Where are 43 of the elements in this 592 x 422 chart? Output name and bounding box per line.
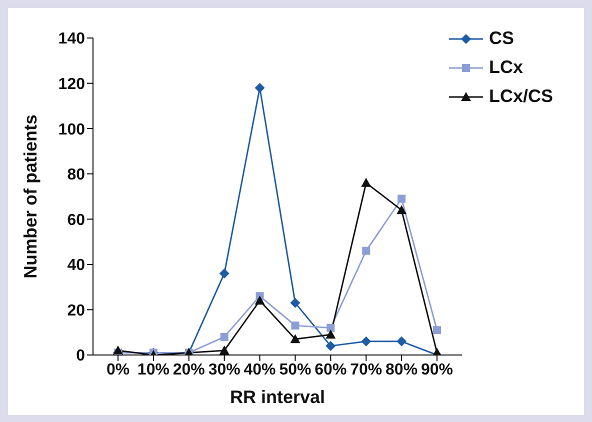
- point: [254, 82, 265, 93]
- y-tick-label: 60: [67, 212, 86, 229]
- point: [396, 336, 407, 346]
- point: [219, 345, 230, 354]
- point: [219, 268, 230, 278]
- legend-label: CS: [489, 28, 514, 49]
- point: [291, 322, 300, 330]
- point: [113, 345, 123, 354]
- x-axis-title: RR interval: [230, 387, 326, 407]
- x-tick-label: 80%: [386, 361, 418, 378]
- y-tick-label: 140: [58, 30, 86, 48]
- y-tick-label: 40: [67, 257, 86, 274]
- point: [326, 340, 336, 351]
- x-tick-label: 90%: [420, 361, 454, 378]
- y-tick-label: 20: [67, 302, 86, 320]
- x-tick-label: 30%: [208, 361, 240, 378]
- y-tick-label: 120: [58, 76, 86, 93]
- y-tick-label: 80: [67, 166, 86, 184]
- x-tick-label: 20%: [172, 361, 205, 378]
- point: [433, 326, 441, 334]
- legend-label: LCx/CS: [489, 86, 554, 107]
- x-tick-label: 60%: [314, 361, 347, 378]
- point: [290, 298, 300, 308]
- x-tick-label: 0%: [106, 361, 130, 378]
- point: [326, 330, 336, 339]
- point: [220, 332, 228, 341]
- point: [361, 178, 372, 187]
- x-tick-label: 40%: [244, 361, 276, 378]
- point: [396, 205, 407, 214]
- x-tick-label: 50%: [279, 361, 312, 378]
- point: [398, 194, 406, 203]
- x-tick-label: 70%: [350, 361, 382, 378]
- point: [254, 296, 265, 305]
- y-axis-title: Number of patients: [20, 114, 40, 279]
- point: [362, 246, 370, 255]
- point: [432, 348, 442, 355]
- y-tick-label: 0: [76, 348, 86, 365]
- point: [361, 336, 372, 346]
- point: [326, 324, 335, 332]
- x-tick-label: 10%: [137, 361, 170, 378]
- legend-label: LCx: [489, 57, 524, 78]
- point: [290, 334, 300, 344]
- y-tick-label: 100: [58, 121, 86, 138]
